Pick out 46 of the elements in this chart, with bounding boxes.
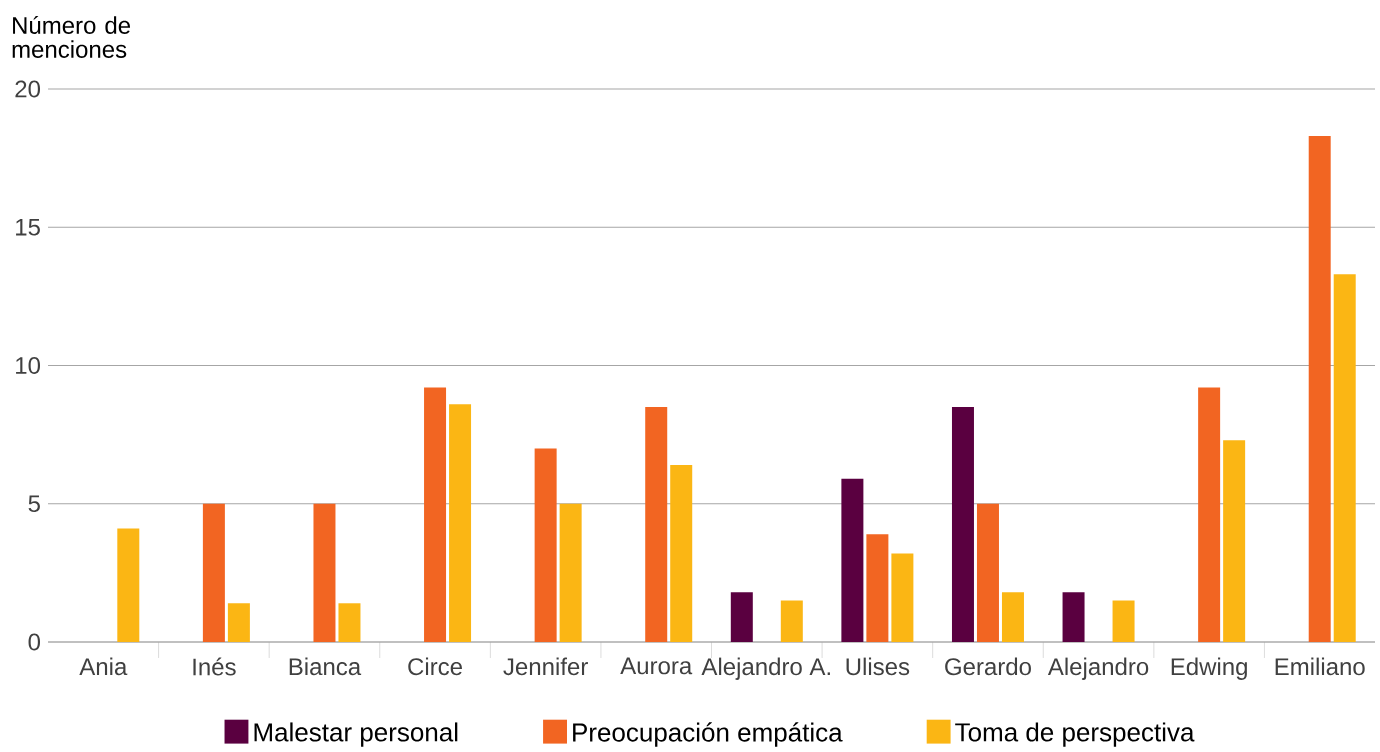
- bar: [866, 533, 889, 642]
- x-tick-label: Ulises: [846, 657, 910, 675]
- bar: [976, 503, 999, 642]
- x-tick-label: Emiliano: [1275, 657, 1365, 675]
- bar: [645, 406, 668, 642]
- x-tick-label: Alejandro: [1047, 657, 1149, 680]
- y-tick-label: 5: [28, 495, 40, 512]
- bar: [313, 503, 336, 642]
- bar: [951, 406, 974, 642]
- y-tick-label: 15: [16, 218, 40, 236]
- x-tick-label: Aurora: [620, 657, 693, 675]
- bar: [1333, 274, 1356, 642]
- x-tick-label: Gerardo: [945, 657, 1031, 675]
- bar: [670, 464, 693, 642]
- bar: [202, 503, 225, 642]
- bar: [730, 592, 753, 642]
- bar: [1198, 387, 1221, 642]
- bar: [1112, 600, 1135, 642]
- y-tick-label: 10: [16, 356, 41, 374]
- bar: [117, 528, 140, 642]
- bar: [1062, 592, 1085, 642]
- bar: [841, 478, 864, 642]
- y-tick-label: 20: [15, 80, 41, 98]
- bar: [891, 553, 914, 642]
- bar: [1001, 592, 1024, 642]
- legend-label: Malestar personal: [254, 722, 458, 747]
- x-tick-label: Ania: [79, 657, 128, 675]
- x-tick-label: Circe: [408, 657, 462, 675]
- bar: [338, 603, 361, 642]
- y-axis-title: Número de menciones: [12, 15, 131, 58]
- bar: [780, 600, 803, 642]
- legend-label: Toma de perspectiva: [955, 722, 1195, 747]
- legend-label: Preocupación empática: [573, 722, 843, 747]
- x-tick-label: Inés: [193, 657, 236, 676]
- bar: [1308, 135, 1331, 642]
- bar: [449, 404, 472, 642]
- bar: [1223, 439, 1246, 642]
- bar: [424, 387, 447, 642]
- x-tick-label: Alejandro A.: [701, 657, 830, 680]
- x-tick-label: Edwing: [1171, 657, 1247, 680]
- bar: [227, 603, 250, 642]
- bar: [534, 448, 557, 642]
- x-tick-label: Bianca: [289, 657, 362, 675]
- bar: [559, 503, 582, 642]
- y-tick-label: 0: [28, 633, 41, 651]
- x-tick-label: Jennifer: [503, 657, 588, 675]
